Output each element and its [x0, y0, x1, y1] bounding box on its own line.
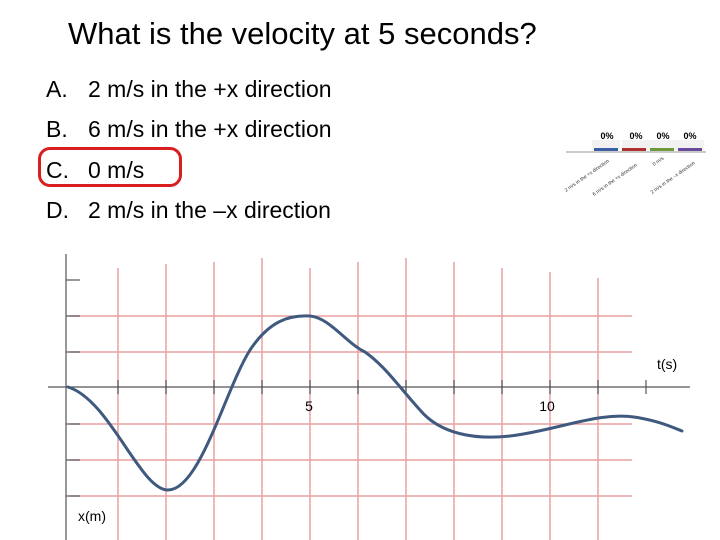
- poll-percent-a: 0%: [600, 131, 613, 141]
- option-a[interactable]: A. 2 m/s in the +x direction: [46, 76, 332, 103]
- poll-percent-c: 0%: [656, 131, 669, 141]
- poll-bar-backdrop: [622, 140, 650, 150]
- poll-percent-d: 0%: [683, 131, 696, 141]
- poll-bar-d: [678, 148, 702, 151]
- poll-bar-a: [594, 148, 618, 151]
- option-text: 2 m/s in the +x direction: [88, 76, 332, 102]
- slide-title: What is the velocity at 5 seconds?: [68, 16, 537, 51]
- y-axis-label: x(m): [78, 508, 106, 524]
- poll-bar-c: [650, 148, 674, 151]
- grid: [70, 258, 632, 540]
- option-letter: D.: [46, 197, 69, 223]
- option-d[interactable]: D. 2 m/s in the –x direction: [46, 197, 331, 224]
- poll-percent-b: 0%: [629, 131, 642, 141]
- option-text: 2 m/s in the –x direction: [88, 197, 331, 223]
- poll-bar-backdrop: [648, 140, 676, 150]
- x-tick-label-5: 5: [305, 398, 313, 414]
- correct-answer-circle: [38, 147, 182, 187]
- x-tick-label-10: 10: [539, 398, 555, 414]
- option-letter: A.: [46, 76, 68, 102]
- option-b[interactable]: B. 6 m/s in the +x direction: [46, 116, 332, 143]
- option-c[interactable]: C. 0 m/s: [46, 157, 144, 184]
- poll-bar-backdrop: [592, 140, 620, 150]
- option-letter: C.: [46, 157, 69, 183]
- poll-bar-b: [622, 148, 646, 151]
- option-text: 0 m/s: [88, 157, 145, 183]
- poll-bar-backdrop: [676, 140, 704, 150]
- x-axis-label: t(s): [657, 356, 677, 372]
- option-letter: B.: [46, 116, 68, 142]
- option-text: 6 m/s in the +x direction: [88, 116, 332, 142]
- axes: [48, 254, 690, 540]
- position-curve: [66, 314, 684, 492]
